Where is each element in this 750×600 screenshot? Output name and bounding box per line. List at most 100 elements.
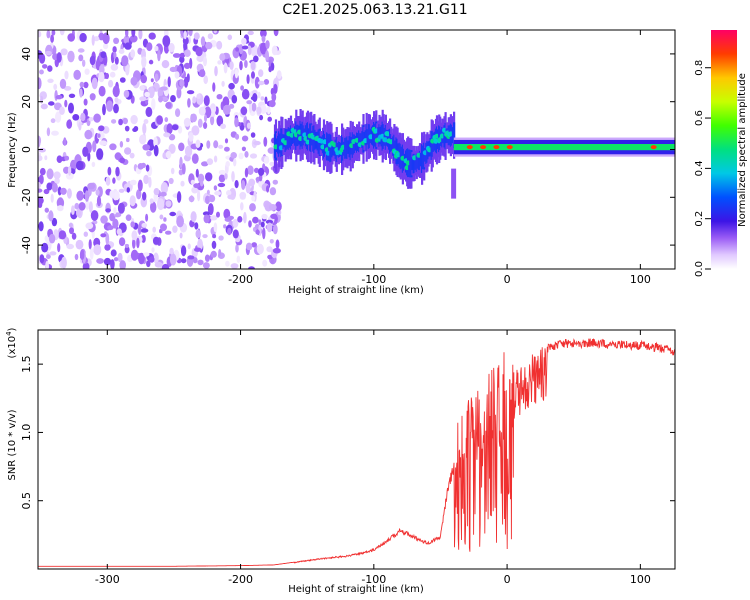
noise-cell: [92, 140, 97, 153]
noise-cell: [148, 86, 155, 99]
noise-cell: [179, 232, 183, 239]
noise-cell: [98, 71, 105, 83]
noise-cell: [213, 185, 218, 191]
noise-cell: [118, 188, 125, 193]
noise-cell: [89, 55, 96, 66]
noise-cell: [66, 119, 73, 129]
noise-cell: [176, 215, 185, 228]
noise-cell: [125, 30, 129, 38]
noise-cell: [198, 106, 206, 116]
noise-cell: [229, 61, 234, 70]
noise-cell: [67, 165, 72, 176]
noise-cell: [200, 36, 206, 47]
noise-cell: [50, 118, 56, 124]
noise-cell: [203, 122, 208, 129]
noise-cell: [153, 188, 160, 196]
noise-cell: [93, 36, 100, 42]
noise-cell: [176, 87, 182, 99]
noise-cell: [216, 94, 223, 100]
snr-series-line: [38, 338, 675, 567]
noise-cell: [114, 152, 122, 161]
noise-cell: [190, 179, 195, 185]
noise-cell: [137, 163, 144, 170]
noise-cell: [148, 176, 152, 188]
noise-cell: [181, 163, 186, 175]
noise-cell: [247, 30, 254, 36]
noise-cell: [258, 69, 264, 77]
noise-cell: [241, 88, 250, 100]
noise-cell: [267, 116, 273, 122]
noise-cell: [130, 221, 135, 228]
noise-cell: [130, 49, 136, 58]
noise-cell: [257, 80, 265, 86]
noise-cell: [202, 262, 210, 269]
noise-cell: [182, 36, 189, 45]
noise-cell: [217, 60, 222, 65]
noise-cell: [125, 214, 132, 221]
noise-cell: [210, 115, 215, 126]
noise-cell: [79, 249, 85, 261]
noise-cell: [77, 48, 85, 53]
noise-cell: [254, 167, 259, 174]
noise-cell: [117, 252, 123, 263]
noise-cell: [142, 191, 147, 201]
noise-cell: [260, 30, 267, 38]
noise-cell: [115, 166, 120, 177]
noise-cell: [136, 189, 142, 200]
noise-cell: [213, 30, 218, 34]
noise-cell: [178, 142, 185, 152]
noise-cell: [123, 90, 130, 98]
noise-cell: [118, 237, 126, 247]
noise-cell: [224, 138, 229, 144]
noise-cell: [267, 147, 275, 154]
noise-cell: [91, 34, 95, 46]
noise-cell: [106, 100, 114, 112]
noise-cell: [88, 201, 93, 213]
noise-cell: [146, 42, 153, 52]
noise-cell: [38, 174, 44, 185]
noise-cell: [265, 50, 269, 61]
noise-cell: [38, 181, 41, 189]
noise-cell: [153, 136, 158, 148]
noise-cell: [219, 53, 226, 61]
colorbar-label: Normalized spectral amplitude: [737, 73, 748, 227]
noise-cell: [139, 96, 147, 102]
noise-cell: [38, 155, 43, 162]
noise-cell: [230, 263, 239, 269]
noise-cell: [47, 65, 53, 72]
noise-cell: [145, 106, 153, 118]
noise-cell: [96, 195, 102, 207]
noise-cell: [91, 77, 98, 90]
noise-cell: [138, 223, 142, 235]
noise-cell: [113, 257, 119, 262]
noise-cell: [57, 243, 61, 253]
noise-cell: [186, 73, 190, 83]
noise-cell: [165, 102, 172, 109]
noise-cell: [248, 178, 256, 187]
noise-cell: [197, 259, 204, 266]
noise-cell: [193, 183, 200, 189]
noise-cell: [245, 183, 251, 194]
noise-cell: [213, 140, 219, 149]
noise-cell: [195, 229, 201, 239]
noise-cell: [113, 51, 117, 59]
x-tick-label: -100: [361, 273, 386, 286]
noise-cell: [46, 127, 51, 137]
noise-cell: [141, 56, 147, 68]
noise-cell: [57, 205, 64, 212]
steady-peak: [466, 145, 473, 150]
noise-cell: [68, 102, 74, 114]
noise-cell: [63, 137, 67, 146]
noise-cell: [187, 255, 195, 260]
x-tick-label: 100: [630, 573, 651, 586]
noise-cell: [47, 78, 54, 84]
noise-cell: [249, 203, 256, 212]
noise-cell: [161, 60, 170, 69]
noise-cell: [194, 247, 202, 252]
noise-cell: [206, 158, 214, 166]
noise-cell: [176, 191, 182, 203]
noise-cell: [249, 153, 258, 159]
noise-cell: [235, 47, 240, 52]
noise-cell: [270, 213, 278, 219]
noise-cell: [246, 74, 250, 85]
